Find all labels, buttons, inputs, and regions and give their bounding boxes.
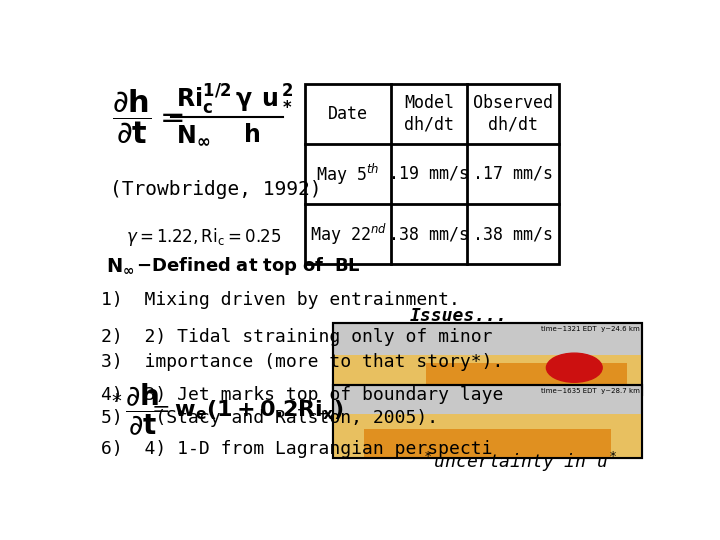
Text: $\gamma = 1.22, \mathrm{Ri_c} = 0.25$: $\gamma = 1.22, \mathrm{Ri_c} = 0.25$ <box>126 226 282 248</box>
Text: .19 mm/s: .19 mm/s <box>389 165 469 183</box>
Text: .38 mm/s: .38 mm/s <box>473 225 553 243</box>
Text: 6)  4) 1-D from Lagrangian perspecti: 6) 4) 1-D from Lagrangian perspecti <box>101 441 492 458</box>
Bar <box>333 385 642 458</box>
Text: 4)  3) Jet marks top of boundary laye: 4) 3) Jet marks top of boundary laye <box>101 386 503 404</box>
Text: $\mathbf{N_\infty}$: $\mathbf{N_\infty}$ <box>106 257 134 276</box>
Text: .17 mm/s: .17 mm/s <box>473 165 553 183</box>
Text: 2)  2) Tidal straining only of minor: 2) 2) Tidal straining only of minor <box>101 328 492 346</box>
Text: 3)  importance (more to that story*).: 3) importance (more to that story*). <box>101 353 503 371</box>
Text: $\mathbf{N_\infty}$: $\mathbf{N_\infty}$ <box>176 124 211 147</box>
Text: $\mathbf{Ri_c^{1/2}\,\gamma\;\,u_*^{\,2}}$: $\mathbf{Ri_c^{1/2}\,\gamma\;\,u_*^{\,2}… <box>176 83 294 117</box>
Text: (Trowbridge, 1992): (Trowbridge, 1992) <box>109 180 321 199</box>
Bar <box>333 355 642 395</box>
Text: .38 mm/s: .38 mm/s <box>389 225 469 243</box>
Text: Model
dh/dt: Model dh/dt <box>404 94 454 133</box>
Text: time~1635 EDT  y~28.7 km: time~1635 EDT y~28.7 km <box>541 388 639 394</box>
Text: Issues...: Issues... <box>410 307 507 326</box>
Text: May 22$^{nd}$: May 22$^{nd}$ <box>310 221 387 247</box>
Ellipse shape <box>546 353 602 382</box>
Text: $\mathbf{h}$: $\mathbf{h}$ <box>243 124 261 147</box>
Text: $=$: $=$ <box>154 102 184 131</box>
Bar <box>305 84 559 265</box>
Text: 1)  Mixing driven by entrainment.: 1) Mixing driven by entrainment. <box>101 291 460 309</box>
Bar <box>364 429 611 458</box>
Text: 5)   (Stacy and Ralston, 2005).: 5) (Stacy and Ralston, 2005). <box>101 409 438 427</box>
Text: Date: Date <box>328 105 368 123</box>
Text: Observed
dh/dt: Observed dh/dt <box>473 94 553 133</box>
Bar <box>333 414 642 458</box>
Text: May 5$^{th}$: May 5$^{th}$ <box>316 161 379 186</box>
Bar <box>333 322 642 395</box>
Text: $= \mathbf{w_e(1+0.2Ri_x)}$: $= \mathbf{w_e(1+0.2Ri_x)}$ <box>147 398 343 422</box>
Text: $^*$uncertainty in u$^*$: $^*$uncertainty in u$^*$ <box>422 450 618 474</box>
Text: $\mathbf{-Defined\ at\ top\ of\ \ BL}$: $\mathbf{-Defined\ at\ top\ of\ \ BL}$ <box>136 255 361 278</box>
Bar <box>333 385 642 458</box>
Text: $\dfrac{\partial\mathbf{h}}{\partial\mathbf{t}}$: $\dfrac{\partial\mathbf{h}}{\partial\mat… <box>112 87 152 146</box>
Text: time~1321 EDT  y~24.6 km: time~1321 EDT y~24.6 km <box>541 326 639 332</box>
Bar <box>426 363 627 395</box>
Bar <box>333 322 642 395</box>
Text: $^*\dfrac{\partial\mathbf{h}}{\partial\mathbf{t}}$: $^*\dfrac{\partial\mathbf{h}}{\partial\m… <box>107 382 161 438</box>
